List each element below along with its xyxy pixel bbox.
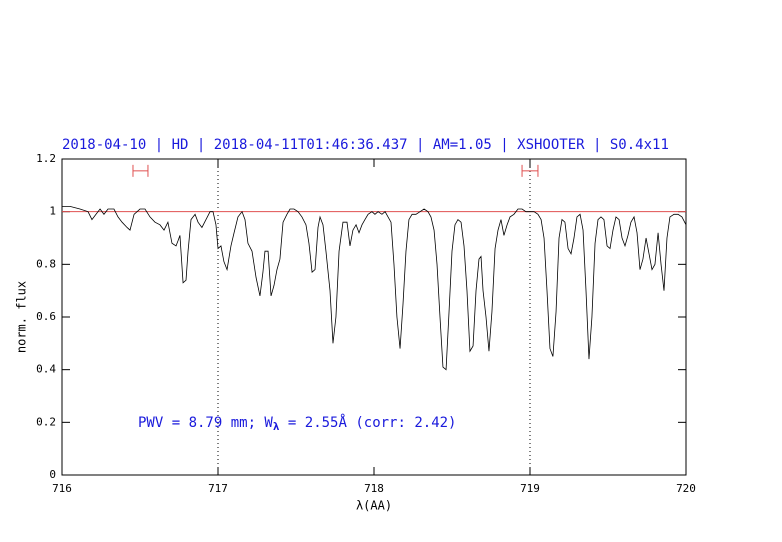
y-tick-label: 0.2 — [36, 415, 56, 428]
y-tick-label: 0.8 — [36, 257, 56, 270]
annotation: PWV = 8.79 mm; Wλ = 2.55Å (corr: 2.42) — [138, 414, 457, 433]
x-tick-label: 717 — [208, 482, 228, 495]
x-tick-label: 718 — [364, 482, 384, 495]
spectrum-line — [62, 206, 687, 371]
y-tick-label: 0.4 — [36, 363, 56, 376]
annotation-subscript: λ — [273, 420, 280, 433]
y-axis-label: norm. flux — [15, 281, 29, 353]
x-tick-label: 719 — [520, 482, 540, 495]
x-axis-label: λ(AA) — [356, 499, 392, 513]
annotation-part: = 2.55Å (corr: 2.42) — [279, 414, 456, 431]
chart-title: 2018-04-10 | HD | 2018-04-11T01:46:36.43… — [62, 137, 669, 153]
x-tick-label: 716 — [52, 482, 72, 495]
annotation-part: PWV = 8.79 mm; W — [138, 415, 273, 431]
y-tick-label: 1.2 — [36, 152, 56, 165]
y-tick-label: 0.6 — [36, 310, 56, 323]
y-tick-label: 1 — [49, 205, 56, 218]
y-tick-label: 0 — [49, 468, 56, 481]
x-tick-label: 720 — [676, 482, 696, 495]
